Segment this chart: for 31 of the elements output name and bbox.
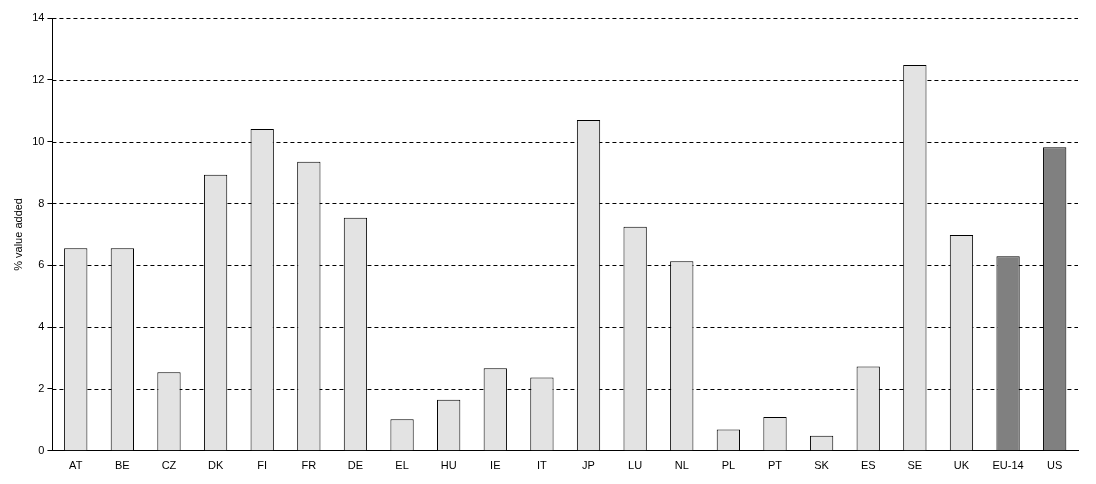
x-tick-label: EL xyxy=(395,459,409,472)
x-tick-label: IT xyxy=(537,459,548,472)
x-tick-label: BE xyxy=(115,459,130,472)
y-tick-label: 6 xyxy=(38,258,45,271)
y-tick-label: 0 xyxy=(38,443,45,456)
y-tick-label: 2 xyxy=(38,382,45,394)
x-tick-label: NL xyxy=(674,459,689,472)
x-tick-label: PT xyxy=(767,459,783,472)
y-tick-label: 14 xyxy=(32,11,45,24)
x-tick-label: HU xyxy=(440,459,457,472)
x-tick-label: AT xyxy=(69,459,83,472)
y-axis-title: % value added xyxy=(11,198,24,271)
x-tick-label: EU-14 xyxy=(992,459,1024,472)
x-tick-label: UK xyxy=(953,459,970,472)
x-tick-label: DE xyxy=(347,459,364,472)
x-tick-label: FI xyxy=(257,459,268,472)
y-tick-label: 4 xyxy=(38,320,45,333)
y-tick-label: 8 xyxy=(38,196,45,209)
x-tick-label: PL xyxy=(721,459,736,472)
x-tick-label: LU xyxy=(628,459,643,472)
x-tick-label: US xyxy=(1047,459,1063,472)
x-tick-label: JP xyxy=(582,459,595,472)
y-tick-label: 12 xyxy=(32,72,45,85)
x-tick-label: ES xyxy=(860,459,876,472)
x-tick-label: SE xyxy=(907,459,923,472)
x-tick-label: CZ xyxy=(161,459,177,472)
y-tick-label: 10 xyxy=(32,134,45,147)
x-tick-label: FR xyxy=(301,459,317,472)
x-tick-label: SK xyxy=(814,459,830,472)
x-tick-label: IE xyxy=(490,459,501,472)
x-tick-label: DK xyxy=(207,459,224,472)
